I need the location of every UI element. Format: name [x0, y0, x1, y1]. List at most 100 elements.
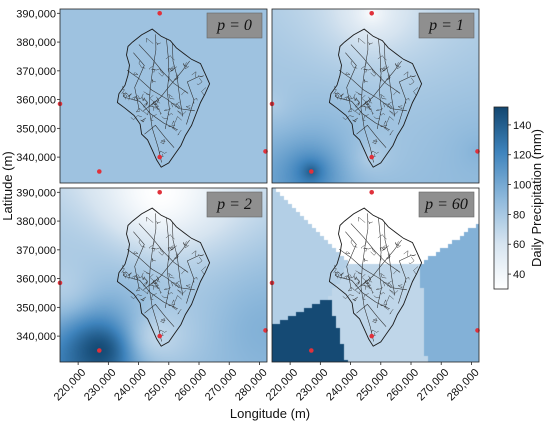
subcatchment-cell	[177, 130, 182, 136]
subcatchment-cell	[372, 319, 378, 322]
rain-gauge-station	[157, 190, 162, 195]
subcatchment-line	[143, 60, 190, 112]
subcatchment-cell	[143, 102, 148, 108]
rain-gauge-station	[157, 333, 162, 339]
svg-text:p = 0: p = 0	[216, 17, 252, 34]
subcatchment-cell	[386, 257, 391, 260]
subcatchment-cell	[143, 101, 148, 108]
subcatchment-cell	[174, 257, 179, 260]
subcatchment-cell	[140, 110, 149, 116]
subcatchment-cell	[405, 98, 410, 104]
panel-frame	[271, 187, 480, 363]
subcatchment-cell	[363, 79, 368, 83]
subcatchment-cell	[121, 264, 125, 273]
subcatchment-cell	[413, 266, 418, 276]
subcatchment-cell	[193, 277, 198, 283]
watershed-boundary	[116, 28, 211, 168]
subcatchment-cell	[397, 105, 403, 110]
subcatchment-cell	[370, 70, 376, 77]
watershed-boundary	[116, 207, 211, 347]
subcatchment-cell	[151, 100, 161, 106]
subcatchment-cell	[191, 250, 197, 257]
subcatchment-cell	[403, 250, 409, 257]
subcatchment-cell	[160, 140, 166, 143]
subcatchment-cell	[122, 92, 128, 98]
subcatchment-cell	[383, 101, 392, 108]
x-axis-title: Longitude (m)	[230, 406, 310, 421]
subcatchment-cell	[355, 280, 360, 287]
subcatchment-cell	[191, 71, 197, 78]
panel-frame	[59, 8, 268, 184]
subcatchment-cell	[148, 283, 154, 290]
subcatchment-cell	[175, 103, 181, 108]
subcatchment-cell	[360, 62, 367, 70]
subcatchment-cell	[362, 293, 369, 300]
subcatchment-cell	[410, 75, 416, 78]
subcatchment-cell	[380, 304, 387, 307]
subcatchment-cell	[164, 287, 171, 290]
subcatchment-cell	[161, 295, 169, 299]
panel-p2: p = 2	[57, 187, 268, 363]
subcatchment-cell	[353, 96, 357, 102]
colorbar: 40 60 80 100 120 140 Daily Precipitation (mm)	[493, 106, 544, 290]
subcatchment-line	[186, 255, 200, 304]
subcatchment-cell	[333, 85, 337, 94]
subcatchment-line	[164, 217, 170, 308]
subcatchment-cell	[363, 100, 373, 106]
subcatchment-cell	[370, 249, 376, 256]
subcatchment-cell	[193, 98, 198, 104]
x-tick-label: 280,000	[233, 367, 270, 404]
svg-text:p = 60: p = 60	[424, 196, 468, 213]
subcatchment-cell	[151, 248, 156, 252]
subcatchment-line	[186, 76, 200, 125]
colorbar-title: Daily Precipitation (mm)	[529, 129, 544, 267]
rain-gauge-station	[369, 154, 375, 160]
subcatchment-cell	[355, 98, 360, 103]
watershed-outline	[328, 207, 423, 347]
subcatchment-cell	[156, 221, 161, 225]
subcatchment-cell	[380, 76, 382, 82]
y-tick-label: 370,000	[16, 66, 56, 78]
subcatchment-cell	[156, 286, 161, 291]
subcatchment-cell	[395, 62, 400, 67]
subcatchment-cell	[158, 249, 164, 256]
subcatchment-cell	[350, 239, 358, 248]
subcatchment-cell	[389, 110, 399, 116]
subcatchment-cell	[403, 71, 409, 78]
subcatchment-cell	[150, 114, 157, 121]
subcatchment-cell	[389, 309, 394, 315]
subcatchment-cell	[135, 286, 142, 292]
subcatchment-cell	[167, 113, 174, 116]
subcatchment-cell	[353, 275, 357, 281]
subcatchment-cell	[355, 277, 360, 282]
subcatchment-cell	[377, 234, 387, 240]
subcatchment-cell	[137, 93, 144, 100]
subcatchment-cell	[360, 104, 366, 111]
x-tick-label: 220,000	[52, 367, 89, 404]
subcatchment-cell	[372, 139, 377, 145]
subcatchment-line	[398, 76, 412, 125]
subcatchment-cell	[345, 96, 352, 101]
y-tick-label: 360,000	[16, 274, 56, 286]
subcatchment-cell	[185, 284, 191, 289]
subcatchment-cell	[386, 78, 391, 81]
subcatchment-cell	[171, 280, 180, 287]
subcatchment-cell	[383, 120, 387, 126]
subcatchment-cell	[379, 244, 387, 252]
rain-gauge-station	[369, 190, 375, 195]
subcatchment-cell	[347, 286, 354, 292]
subcatchment-cell	[334, 92, 340, 98]
subcatchment-cell	[148, 241, 155, 249]
subcatchment-cell	[151, 69, 156, 73]
subcatchment-cell	[393, 269, 401, 275]
panel-label-p60: p = 60	[418, 191, 475, 218]
x-axis: 220,000230,000240,000250,000260,000270,0…	[52, 362, 482, 403]
subcatchment-cell	[389, 130, 394, 136]
y-tick-label: 350,000	[16, 123, 56, 135]
subcatchment-cell	[395, 241, 400, 246]
y-tick-label: 380,000	[16, 37, 56, 49]
y-axis-top: 340,000 350,000 360,000 370,000 380,000 390,0…	[16, 8, 60, 164]
subcatchment-cell	[175, 295, 182, 302]
watershed-boundary	[328, 28, 423, 168]
subcatchment-cell	[146, 37, 154, 44]
